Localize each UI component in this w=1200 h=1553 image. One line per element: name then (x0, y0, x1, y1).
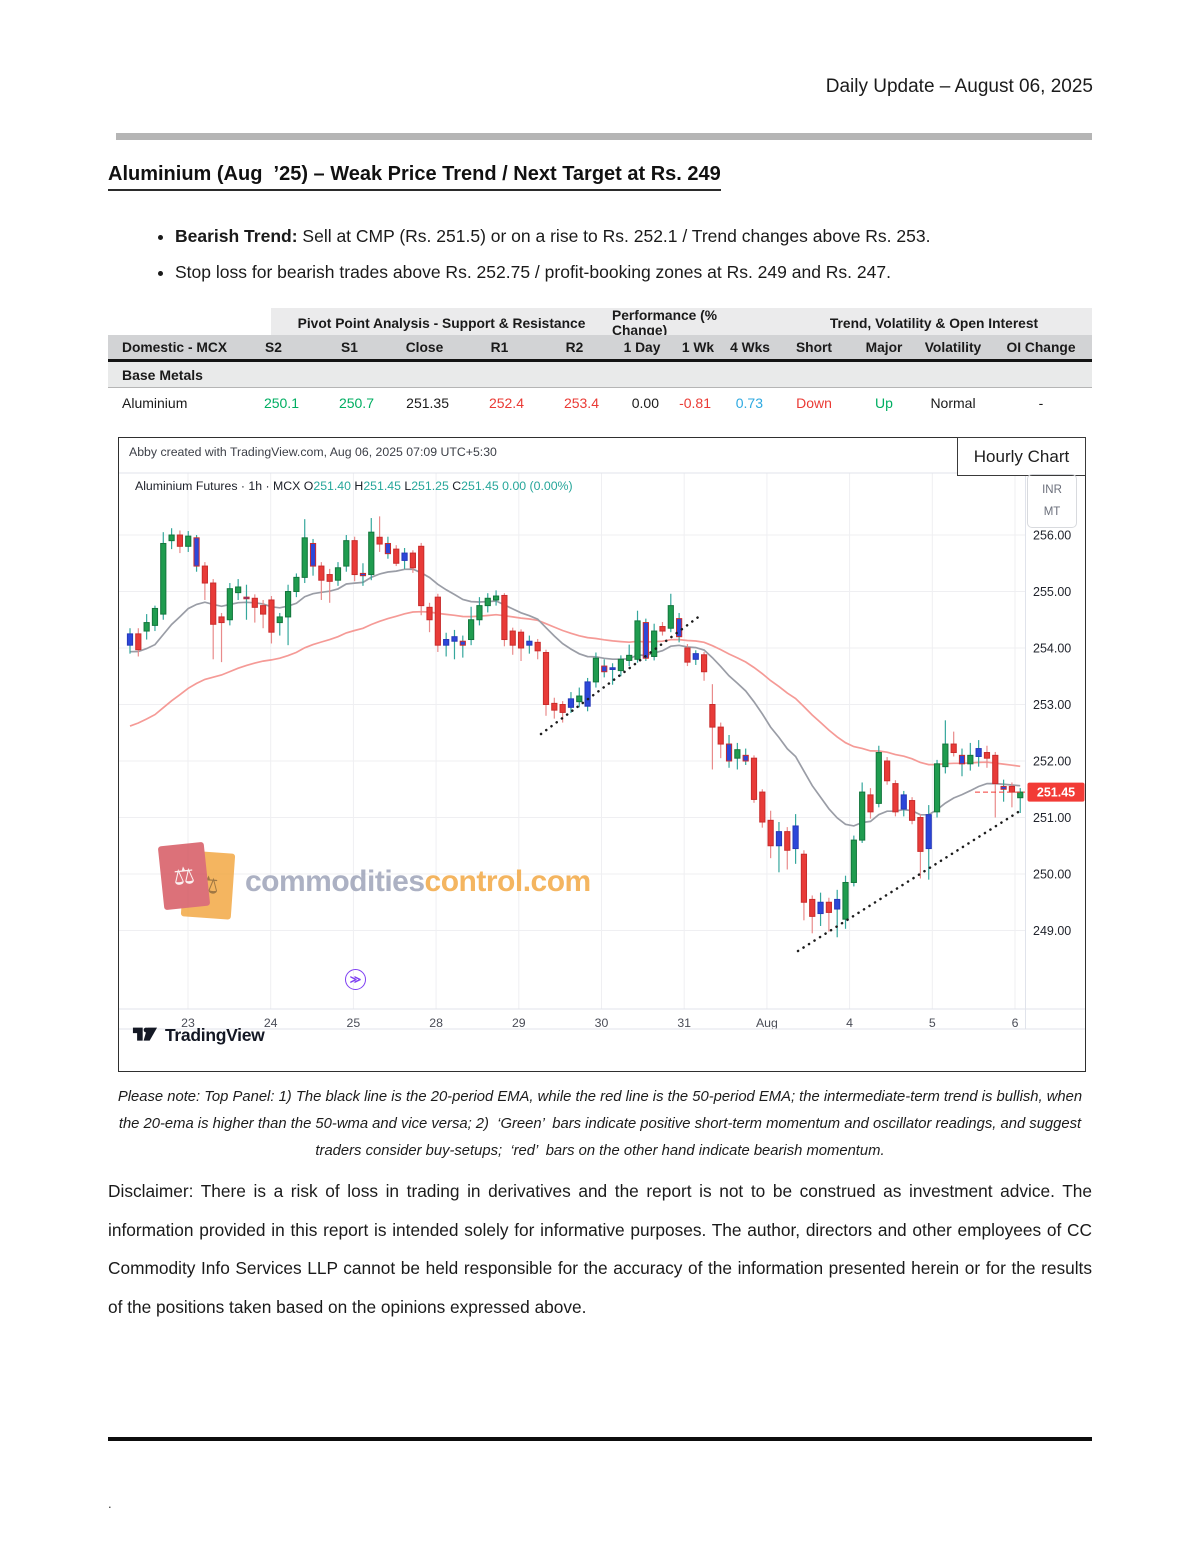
svg-text:249.00: 249.00 (1033, 924, 1071, 938)
svg-text:5: 5 (929, 1016, 936, 1030)
bullet-bearish-trend: Bearish Trend: Sell at CMP (Rs. 251.5) o… (175, 218, 1095, 254)
pivot-table: Pivot Point Analysis - Support & Resista… (108, 308, 1092, 417)
cell-short-trend: Down (776, 388, 852, 417)
cell-major-trend: Up (852, 388, 916, 417)
tradingview-logo: TradingView (132, 1024, 265, 1046)
svg-text:Aug: Aug (756, 1016, 778, 1030)
col-4wks: 4 Wks (724, 335, 776, 362)
table-section-row: Base Metals (108, 362, 1092, 388)
legend-low-label: L (400, 479, 412, 493)
table-column-header-row: Domestic - MCX S2 S1 Close R1 R2 1 Day 1… (108, 335, 1092, 362)
scales-icon: ⚖ (157, 841, 211, 911)
legend-close-label: C (448, 479, 462, 493)
cell-s2: 250.1 (235, 388, 312, 417)
tradingview-mark-icon (132, 1027, 158, 1041)
commoditiescontrol-logo: ⚖ ⚖ (157, 840, 237, 924)
legend-close-value: 251.45 (461, 479, 499, 493)
legend-high-value: 251.45 (363, 479, 401, 493)
cell-1day: 0.00 (612, 388, 672, 417)
bullet-text: Stop loss for bearish trades above Rs. 2… (175, 262, 891, 282)
chart-legend: Aluminium Futures · 1h · MCX O251.40 H25… (135, 479, 573, 493)
col-domestic-mcx: Domestic - MCX (108, 335, 235, 362)
report-date: Daily Update – August 06, 2025 (825, 76, 1093, 97)
panel-label-hourly-chart: Hourly Chart (957, 437, 1086, 476)
svg-text:255.00: 255.00 (1033, 585, 1071, 599)
unit-label: MT (1043, 505, 1061, 518)
col-s2: S2 (235, 335, 312, 362)
section-base-metals: Base Metals (108, 362, 1092, 388)
cell-1wk: -0.81 (672, 388, 724, 417)
col-1wk: 1 Wk (672, 335, 724, 362)
legend-high-label: H (351, 479, 364, 493)
cell-r2: 253.4 (537, 388, 612, 417)
svg-text:251.45: 251.45 (1037, 786, 1075, 800)
svg-text:24: 24 (264, 1016, 278, 1030)
svg-text:6: 6 (1012, 1016, 1019, 1030)
chart-footnote: Please note: Top Panel: 1) The black lin… (117, 1089, 1087, 1159)
cell-r1: 252.4 (462, 388, 537, 417)
col-r2: R2 (537, 335, 612, 362)
legend-low-value: 251.25 (411, 479, 449, 493)
svg-text:251.00: 251.00 (1033, 811, 1071, 825)
svg-text:25: 25 (347, 1016, 361, 1030)
candlestick-chart-canvas[interactable]: 23 24 25 28 29 30 31 Aug 4 5 6 256.00 255.00 254.00 25… (119, 438, 1085, 1071)
svg-text:256.00: 256.00 (1033, 529, 1071, 543)
svg-text:29: 29 (512, 1016, 526, 1030)
commoditiescontrol-watermark: ⚖ ⚖ commoditiescontrol.com (157, 840, 591, 924)
page-title: Aluminium (Aug ’25) – Weak Price Trend /… (108, 163, 721, 191)
bullet-text: Sell at CMP (Rs. 251.5) or on a rise to … (297, 226, 931, 246)
bullet-bold-label: Bearish Trend: (175, 226, 298, 246)
cell-commodity-name: Aluminium (108, 388, 235, 417)
replay-icon[interactable]: ≫ (345, 969, 366, 990)
currency-label: INR (1042, 484, 1062, 497)
chart-attribution: Abby created with TradingView.com, Aug 0… (129, 445, 497, 459)
legend-change-value: 0.00 (0.00%) (498, 479, 573, 493)
svg-text:4: 4 (846, 1016, 853, 1030)
legend-open-label: O (303, 479, 314, 493)
footer-rule (108, 1437, 1092, 1441)
currency-unit-selector[interactable]: INR MT (1027, 474, 1077, 528)
col-r1: R1 (462, 335, 537, 362)
col-volatility: Volatility (916, 335, 990, 362)
bullet-stop-loss: Stop loss for bearish trades above Rs. 2… (175, 254, 1095, 290)
legend-open-value: 251.40 (313, 479, 351, 493)
footer-dot: . (108, 1496, 112, 1511)
svg-text:254.00: 254.00 (1033, 642, 1071, 656)
price-chart-panel: 23 24 25 28 29 30 31 Aug 4 5 6 256.00 255.00 254.00 25… (118, 437, 1086, 1072)
header-divider (116, 133, 1092, 140)
col-close: Close (387, 335, 462, 362)
watermark-text: commoditiescontrol.com (245, 865, 591, 898)
svg-text:250.00: 250.00 (1033, 868, 1071, 882)
tradingview-logo-text: TradingView (165, 1024, 265, 1045)
svg-text:28: 28 (429, 1016, 443, 1030)
col-major: Major (852, 335, 916, 362)
cell-oi-change: - (990, 388, 1092, 417)
svg-text:30: 30 (595, 1016, 609, 1030)
legend-symbol: Aluminium Futures · 1h · MCX (135, 479, 304, 493)
disclaimer-text: Disclaimer: There is a risk of loss in t… (108, 1181, 1092, 1317)
col-short: Short (776, 335, 852, 362)
cell-volatility: Normal (916, 388, 990, 417)
svg-text:31: 31 (677, 1016, 691, 1030)
col-oi-change: OI Change (990, 335, 1092, 362)
col-1day: 1 Day (612, 335, 672, 362)
svg-text:252.00: 252.00 (1033, 755, 1071, 769)
col-s1: S1 (312, 335, 387, 362)
table-row: Aluminium 250.1 250.7 251.35 252.4 253.4… (108, 388, 1092, 417)
cell-s1: 250.7 (312, 388, 387, 417)
table-group-header-row: Pivot Point Analysis - Support & Resista… (108, 308, 1092, 340)
svg-text:23: 23 (181, 1016, 195, 1030)
summary-bullets: Bearish Trend: Sell at CMP (Rs. 251.5) o… (143, 218, 1095, 290)
cell-close: 251.35 (387, 388, 462, 417)
group-header-performance: Performance (% Change) (612, 308, 776, 340)
svg-text:253.00: 253.00 (1033, 698, 1071, 712)
cell-4wks: 0.73 (724, 388, 776, 417)
